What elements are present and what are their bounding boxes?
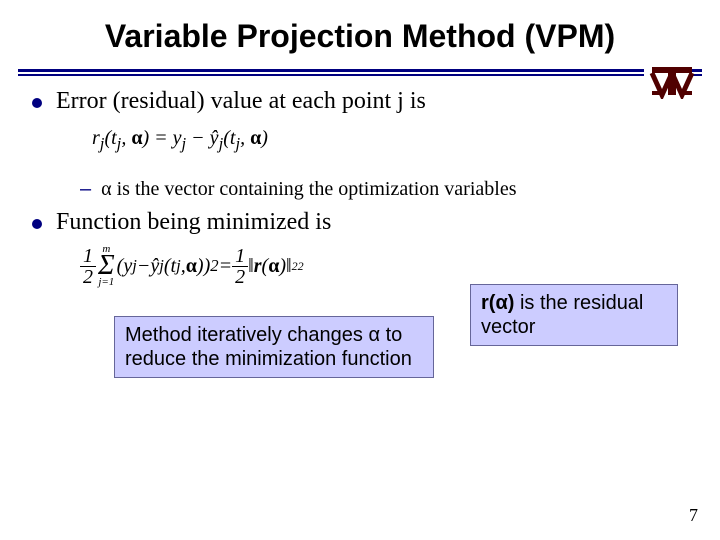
callout-lower: Method iteratively changes α to reduce t… [114, 316, 434, 378]
dash-icon: – [80, 178, 91, 201]
callout-lower-text: Method iteratively changes α to reduce t… [125, 324, 412, 370]
bullet-2: Function being minimized is [32, 209, 688, 236]
eq2-yhat: ŷ [150, 255, 159, 278]
eq2-half2-den: 2 [232, 267, 248, 287]
eq2-eq: = [219, 255, 233, 278]
eq2-pclose: ) [197, 255, 204, 278]
eq2-rclose: ) [279, 255, 286, 278]
callout-right-pre: r( [481, 292, 495, 314]
bullet-dot-icon [32, 219, 42, 229]
equation-2: 1 2 m Σ j=1 (yj − ŷj(tj, α))2 = 1 2 ‖r(α… [80, 244, 688, 288]
title-rule [18, 69, 702, 76]
eq2-half2-num: 1 [232, 246, 248, 267]
eq1-open2: ( [223, 127, 230, 149]
sub-bullet-1-text: α is the vector containing the optimizat… [101, 178, 516, 201]
sigma-icon: m Σ j=1 [98, 244, 115, 288]
eq1-comma2: , [240, 127, 250, 149]
bullet-dot-icon [32, 98, 42, 108]
eq2-sigma-bot: j=1 [98, 277, 114, 288]
eq2-close: ) [204, 255, 211, 278]
eq1-close: ) = [142, 127, 172, 149]
eq2-popen: ( [164, 255, 171, 278]
eq2-r: r [254, 255, 262, 278]
eq1-close2: ) [261, 127, 268, 149]
bullet-1: Error (residual) value at each point j i… [32, 88, 688, 115]
eq2-normsup: 2 [298, 259, 304, 274]
equation-1: rj(tj, α) = yj − ŷj(tj, α) [92, 127, 688, 154]
bullet-2-text: Function being minimized is [56, 209, 331, 236]
eq2-half1-num: 1 [80, 246, 96, 267]
eq1-alpha2: α [250, 127, 261, 149]
eq2-sq: 2 [210, 256, 218, 276]
eq2-y: y [123, 255, 132, 278]
eq1-yhat: ŷ [210, 127, 219, 149]
eq1-alpha: α [131, 127, 142, 149]
page-number: 7 [689, 505, 698, 526]
callout-right: r(α) is the residual vector [470, 284, 678, 346]
eq2-minus: − [137, 255, 151, 278]
eq2-half1-den: 2 [80, 267, 96, 287]
eq1-r: r [92, 127, 100, 149]
eq1-comma: , [121, 127, 131, 149]
eq2-alpha: α [186, 255, 197, 278]
tamu-logo [644, 63, 692, 99]
slide-title: Variable Projection Method (VPM) [0, 0, 720, 55]
eq2-half1: 1 2 [80, 246, 96, 287]
sub-bullet-1: – α is the vector containing the optimiz… [80, 178, 688, 201]
eq2-half2: 1 2 [232, 246, 248, 287]
eq2-ralpha: α [268, 255, 279, 278]
bullet-1-text: Error (residual) value at each point j i… [56, 88, 426, 115]
sub1-rest: is the vector containing the optimizatio… [112, 178, 517, 200]
callout-right-alpha: α [495, 292, 507, 314]
eq1-y: y [173, 127, 182, 149]
rule-line-thin [18, 74, 702, 76]
sub1-alpha: α [101, 178, 111, 200]
eq2-ropen: ( [262, 255, 269, 278]
eq2-sigma: Σ [98, 255, 115, 277]
rule-line-thick [18, 69, 702, 72]
eq1-minus: − [186, 127, 210, 149]
